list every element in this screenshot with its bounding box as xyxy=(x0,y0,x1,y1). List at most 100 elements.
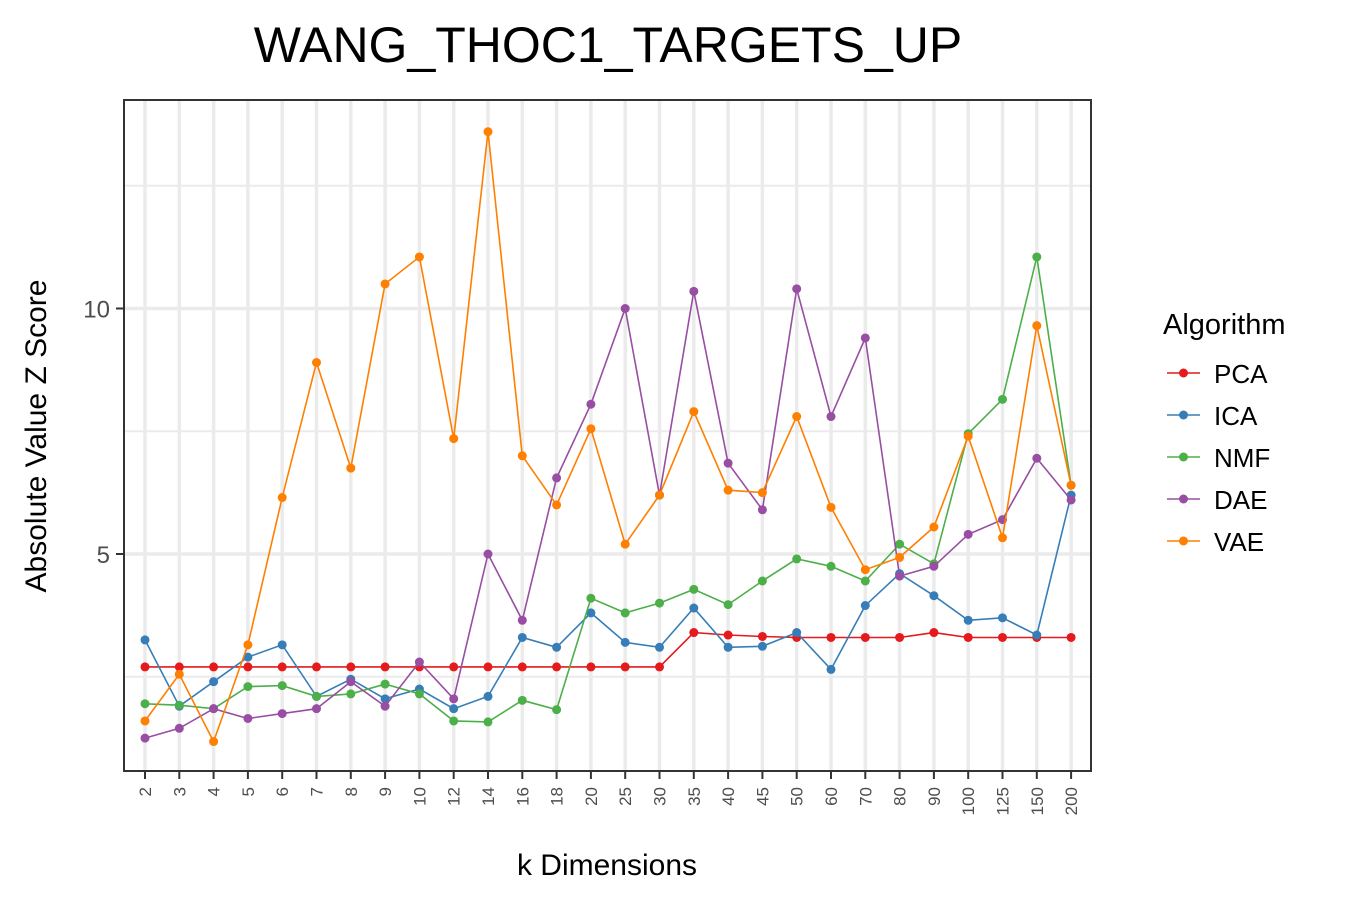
data-point-pca xyxy=(140,662,150,672)
data-point-pca xyxy=(655,662,664,672)
series-line-pca xyxy=(145,631,1072,668)
data-point-pca xyxy=(209,662,219,672)
data-point-pca xyxy=(346,662,356,672)
data-point-vae xyxy=(277,493,287,503)
data-point-dae xyxy=(174,723,184,733)
data-point-dae xyxy=(689,286,699,296)
data-point-vae xyxy=(346,463,356,473)
data-point-ica xyxy=(929,591,939,601)
data-point-dae xyxy=(792,284,802,294)
x-tick-label: 35 xyxy=(685,787,704,806)
data-point-pca xyxy=(312,662,321,672)
y-tick-label: 5 xyxy=(97,542,110,569)
legend-item-ica: ICA xyxy=(1167,401,1258,431)
y-axis-title: Absolute Value Z Score xyxy=(20,280,53,593)
data-point-nmf xyxy=(895,539,905,549)
data-point-ica xyxy=(552,642,562,652)
legend-key-point xyxy=(1179,452,1188,462)
x-tick-label: 100 xyxy=(959,787,978,815)
data-point-ica xyxy=(449,704,459,714)
data-point-dae xyxy=(380,701,390,711)
data-point-ica xyxy=(277,640,287,650)
data-point-vae xyxy=(998,533,1007,543)
data-point-dae xyxy=(757,505,767,515)
data-point-pca xyxy=(449,662,459,672)
data-point-pca xyxy=(895,632,905,642)
plot-panel-border xyxy=(123,99,1092,772)
chart-title: WANG_THOC1_TARGETS_UP xyxy=(254,17,962,73)
data-point-ica xyxy=(860,601,870,611)
x-tick-label: 12 xyxy=(445,787,464,806)
data-point-dae xyxy=(140,733,150,743)
data-point-vae xyxy=(586,424,596,434)
legend-label: NMF xyxy=(1214,443,1270,473)
y-tick-label: 10 xyxy=(83,297,110,324)
data-point-ica xyxy=(209,677,219,687)
data-point-ica xyxy=(243,652,253,662)
legend-item-vae: VAE xyxy=(1167,527,1264,557)
data-point-dae xyxy=(346,677,356,687)
x-tick-label: 5 xyxy=(239,787,258,796)
data-point-ica xyxy=(723,642,733,652)
legend-key-point xyxy=(1179,410,1188,420)
data-point-pca xyxy=(277,662,287,672)
data-point-nmf xyxy=(277,681,287,691)
x-tick-label: 7 xyxy=(308,787,327,796)
series-vae xyxy=(140,127,1076,747)
data-point-vae xyxy=(620,539,630,549)
data-point-vae xyxy=(826,502,836,512)
data-point-pca xyxy=(243,662,253,672)
x-axis: 2 3 4 5 6 7 8 9 10 12 14 16 18 20 25 30 35 40 45 50 60 70 80 90… xyxy=(136,771,1081,815)
data-point-dae xyxy=(312,704,321,714)
data-point-nmf xyxy=(826,561,836,571)
legend-key-point xyxy=(1179,536,1188,546)
data-point-vae xyxy=(963,431,973,441)
legend-key-point xyxy=(1179,494,1188,504)
data-point-nmf xyxy=(483,717,493,727)
data-point-pca xyxy=(380,662,390,672)
data-point-dae xyxy=(483,549,493,559)
x-tick-label: 14 xyxy=(479,787,498,806)
data-point-dae xyxy=(620,304,630,313)
legend-key-point xyxy=(1179,368,1188,378)
data-point-ica xyxy=(757,641,767,651)
series-layer xyxy=(140,127,1076,747)
data-point-nmf xyxy=(757,576,767,586)
data-point-ica xyxy=(517,632,527,642)
data-point-ica xyxy=(140,635,150,645)
data-point-pca xyxy=(757,631,767,641)
data-point-ica xyxy=(826,664,836,674)
data-point-ica xyxy=(620,637,630,647)
data-point-ica xyxy=(655,642,664,652)
data-point-pca xyxy=(963,632,973,642)
x-tick-label: 50 xyxy=(788,787,807,806)
data-point-pca xyxy=(998,632,1007,642)
data-point-vae xyxy=(174,669,184,679)
legend-label: ICA xyxy=(1214,401,1258,431)
data-point-nmf xyxy=(243,682,253,692)
data-point-vae xyxy=(243,640,253,650)
x-tick-label: 125 xyxy=(994,787,1013,815)
data-point-nmf xyxy=(414,689,424,699)
data-point-nmf xyxy=(860,576,870,586)
data-point-ica xyxy=(998,613,1007,623)
data-point-vae xyxy=(860,565,870,575)
data-point-dae xyxy=(414,657,424,667)
data-point-vae xyxy=(552,500,562,510)
x-tick-label: 10 xyxy=(410,787,429,806)
data-point-vae xyxy=(414,252,424,262)
x-axis-title: k Dimensions xyxy=(517,849,697,882)
data-point-vae xyxy=(895,552,905,562)
series-nmf xyxy=(140,252,1076,727)
data-point-dae xyxy=(963,529,973,539)
data-point-vae xyxy=(723,485,733,495)
data-point-dae xyxy=(929,561,939,571)
x-tick-label: 60 xyxy=(822,787,841,806)
data-point-nmf xyxy=(792,554,802,564)
legend-title: Algorithm xyxy=(1163,309,1286,341)
x-tick-label: 8 xyxy=(342,787,361,796)
data-point-dae xyxy=(552,473,562,483)
x-tick-label: 18 xyxy=(548,787,567,806)
